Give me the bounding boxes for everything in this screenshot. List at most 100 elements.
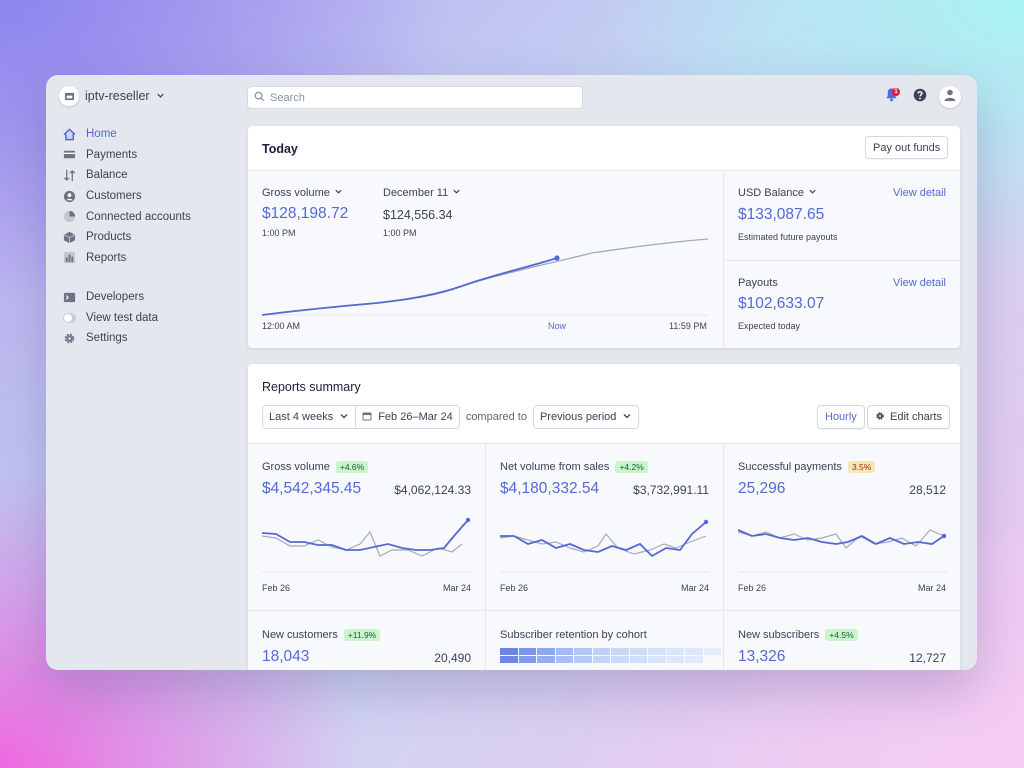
date-range-label: Feb 26–Mar 24 xyxy=(378,411,453,423)
metric-compare: $3,732,991.11 xyxy=(633,483,709,497)
sidebar-item-label: Customers xyxy=(86,190,142,203)
period-select[interactable]: Last 4 weeks xyxy=(262,405,357,429)
customers-icon xyxy=(63,190,76,203)
home-icon xyxy=(63,128,76,141)
sidebar-item-label: Developers xyxy=(86,291,145,304)
top-bar-actions: 1 xyxy=(881,86,961,108)
gross-volume-time: 1:00 PM xyxy=(262,228,296,238)
metric-new-customers[interactable]: New customers +11.9% 18,043 20,490 xyxy=(248,612,486,670)
payments-icon xyxy=(63,148,76,161)
gross-volume-label: Gross volume xyxy=(262,187,330,199)
metric-subscriber-retention[interactable]: Subscriber retention by cohort xyxy=(486,612,724,670)
compare-period-select[interactable]: Previous period xyxy=(532,405,640,429)
sidebar: iptv-reseller Home Payments Balance Cust… xyxy=(46,75,246,670)
payouts-sub: Expected today xyxy=(738,321,801,331)
usd-balance-selector[interactable]: USD Balance xyxy=(738,187,817,199)
search-icon xyxy=(254,89,265,107)
chevron-down-icon xyxy=(452,187,461,199)
metrics-grid: Gross volume +4.6% $4,542,345.45 $4,062,1… xyxy=(248,443,960,670)
metric-compare: 12,727 xyxy=(909,651,946,665)
search-bar[interactable] xyxy=(247,86,583,109)
usd-balance-value: $133,087.65 xyxy=(738,206,825,223)
avatar[interactable] xyxy=(939,86,961,108)
compare-date-label: December 11 xyxy=(383,187,449,199)
payouts-view-detail-link[interactable]: View detail xyxy=(893,277,946,289)
date-range-button[interactable]: Feb 26–Mar 24 xyxy=(356,405,460,429)
hourly-button[interactable]: Hourly xyxy=(817,405,865,429)
today-volume-panel: Gross volume $128,198.72 1:00 PM Decembe… xyxy=(248,171,723,348)
today-title: Today xyxy=(262,142,298,156)
reports-title: Reports summary xyxy=(262,380,361,394)
metric-net-volume[interactable]: Net volume from sales +4.2% $4,180,332.54… xyxy=(486,444,724,611)
reports-filters: Last 4 weeks Feb 26–Mar 24 compared to P… xyxy=(262,405,640,429)
usd-balance-section: USD Balance View detail $133,087.65 Esti… xyxy=(724,171,960,260)
pay-out-funds-button[interactable]: Pay out funds xyxy=(865,136,949,159)
successful-payments-sparkline xyxy=(738,529,948,573)
payouts-value: $102,633.07 xyxy=(738,295,825,312)
metric-compare: $4,062,124.33 xyxy=(394,483,471,497)
metric-new-subscribers[interactable]: New subscribers +4.5% 13,326 12,727 xyxy=(724,612,960,670)
sidebar-item-customers[interactable]: Customers xyxy=(63,186,233,207)
compared-to-label: compared to xyxy=(465,411,527,423)
sidebar-item-label: Settings xyxy=(86,332,128,345)
metric-gross-volume[interactable]: Gross volume +4.6% $4,542,345.45 $4,062,1… xyxy=(248,444,486,611)
test-data-toggle[interactable] xyxy=(63,311,76,324)
account-name: iptv-reseller xyxy=(85,89,150,103)
sidebar-item-balance[interactable]: Balance xyxy=(63,165,233,186)
sidebar-item-connected-accounts[interactable]: Connected accounts xyxy=(63,206,233,227)
metric-value: 25,296 xyxy=(738,480,786,497)
metric-value: $4,542,345.45 xyxy=(262,480,362,497)
edit-charts-label: Edit charts xyxy=(890,411,942,423)
account-switcher[interactable]: iptv-reseller xyxy=(59,86,165,106)
payouts-label: Payouts xyxy=(738,277,778,289)
metric-title: New subscribers xyxy=(738,629,820,641)
date-start-label: Feb 26 xyxy=(262,583,291,593)
chevron-down-icon xyxy=(622,411,632,424)
chevron-down-icon xyxy=(156,87,165,105)
metric-successful-payments[interactable]: Successful payments 3.5% 25,296 28,512 Fe… xyxy=(724,444,960,611)
notifications-button[interactable]: 1 xyxy=(881,87,901,107)
compare-date-selector[interactable]: December 11 xyxy=(383,187,461,199)
metric-title: Subscriber retention by cohort xyxy=(500,629,647,641)
axis-now-label: Now xyxy=(548,321,567,331)
reports-icon xyxy=(63,251,76,264)
sidebar-item-label: Payments xyxy=(86,148,138,161)
usd-balance-sub: Estimated future payouts xyxy=(738,232,838,242)
usd-balance-label: USD Balance xyxy=(738,187,805,199)
sidebar-item-developers[interactable]: Developers xyxy=(63,287,233,308)
sidebar-item-settings[interactable]: Settings xyxy=(63,328,233,349)
compare-time: 1:00 PM xyxy=(383,228,417,238)
user-icon xyxy=(943,88,957,107)
primary-nav: Home Payments Balance Customers Connecte… xyxy=(63,124,233,268)
sidebar-item-products[interactable]: Products xyxy=(63,227,233,248)
help-button[interactable] xyxy=(910,87,930,107)
metric-value: $4,180,332.54 xyxy=(500,480,600,497)
connected-accounts-icon xyxy=(63,210,76,223)
usd-balance-view-detail-link[interactable]: View detail xyxy=(893,187,946,199)
reports-summary-card: Reports summary Last 4 weeks Feb 26–Mar … xyxy=(248,364,960,670)
today-card: Today Pay out funds Gross volume $128,19… xyxy=(248,126,960,348)
edit-charts-button[interactable]: Edit charts xyxy=(867,405,950,429)
gross-volume-selector[interactable]: Gross volume xyxy=(262,187,343,199)
metric-value: 13,326 xyxy=(738,648,786,665)
today-body: Gross volume $128,198.72 1:00 PM Decembe… xyxy=(248,170,960,348)
sidebar-item-payments[interactable]: Payments xyxy=(63,145,233,166)
sidebar-item-reports[interactable]: Reports xyxy=(63,248,233,269)
gear-icon xyxy=(875,411,885,424)
metric-badge: 3.5% xyxy=(847,461,876,473)
metric-badge: +4.2% xyxy=(615,461,648,473)
sidebar-item-label: View test data xyxy=(86,311,159,324)
date-end-label: Mar 24 xyxy=(917,583,946,593)
date-end-label: Mar 24 xyxy=(442,583,471,593)
notification-count: 1 xyxy=(892,88,900,96)
metric-value: 18,043 xyxy=(262,648,310,665)
store-icon xyxy=(59,86,79,106)
search-input[interactable] xyxy=(270,91,570,104)
sidebar-item-label: Connected accounts xyxy=(86,210,191,223)
payouts-section: Payouts View detail $102,633.07 Expected… xyxy=(724,260,960,348)
date-end-label: Mar 24 xyxy=(680,583,709,593)
retention-heatmap xyxy=(500,648,721,663)
sidebar-item-test-data[interactable]: View test data xyxy=(63,308,233,329)
sidebar-item-home[interactable]: Home xyxy=(63,124,233,145)
period-label: Last 4 weeks xyxy=(269,411,334,423)
